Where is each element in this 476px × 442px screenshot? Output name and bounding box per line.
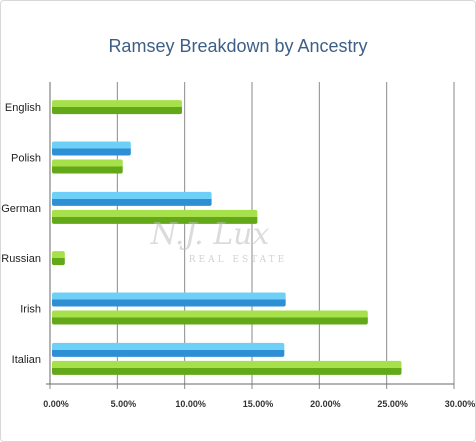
bar-russian-series-2 (52, 251, 65, 266)
x-tick-label: 30.00% (445, 399, 476, 409)
x-tick-label: 5.00% (111, 399, 137, 409)
bars (52, 100, 402, 375)
category-label: Polish (11, 153, 41, 165)
category-label: Russian (1, 253, 41, 265)
bar-german-series-1 (52, 191, 212, 206)
x-tick-label: 20.00% (310, 399, 341, 409)
category-label: Irish (20, 304, 41, 316)
x-tick-label: 0.00% (43, 399, 69, 409)
x-tick-label: 15.00% (243, 399, 274, 409)
category-label: Italian (12, 354, 41, 366)
labels: 0.00% 5.00% 10.00% 15.00% 20.00% 25.00% 30.00%… (1, 102, 475, 409)
axes (46, 82, 455, 389)
bar-italian-series-1 (52, 342, 285, 357)
bar-irish-series-1 (52, 292, 286, 307)
category-label: German (1, 203, 41, 215)
category-label: English (5, 102, 41, 114)
bar-german-series-2 (52, 209, 258, 224)
x-tick-label: 10.00% (175, 399, 206, 409)
watermark: N.J. Lux REAL ESTATE (150, 217, 288, 265)
bar-italian-series-2 (52, 360, 402, 375)
bar-irish-series-2 (52, 310, 368, 325)
bar-polish-series-2 (52, 159, 123, 174)
chart-title: Ramsey Breakdown by Ancestry (108, 36, 368, 56)
bar-english-series-2 (52, 100, 182, 115)
gridlines (116, 82, 455, 384)
bar-polish-series-1 (52, 141, 131, 156)
watermark-logo-text: N.J. Lux (150, 217, 270, 252)
watermark-subtext: REAL ESTATE (189, 255, 288, 265)
x-tick-label: 25.00% (377, 399, 408, 409)
